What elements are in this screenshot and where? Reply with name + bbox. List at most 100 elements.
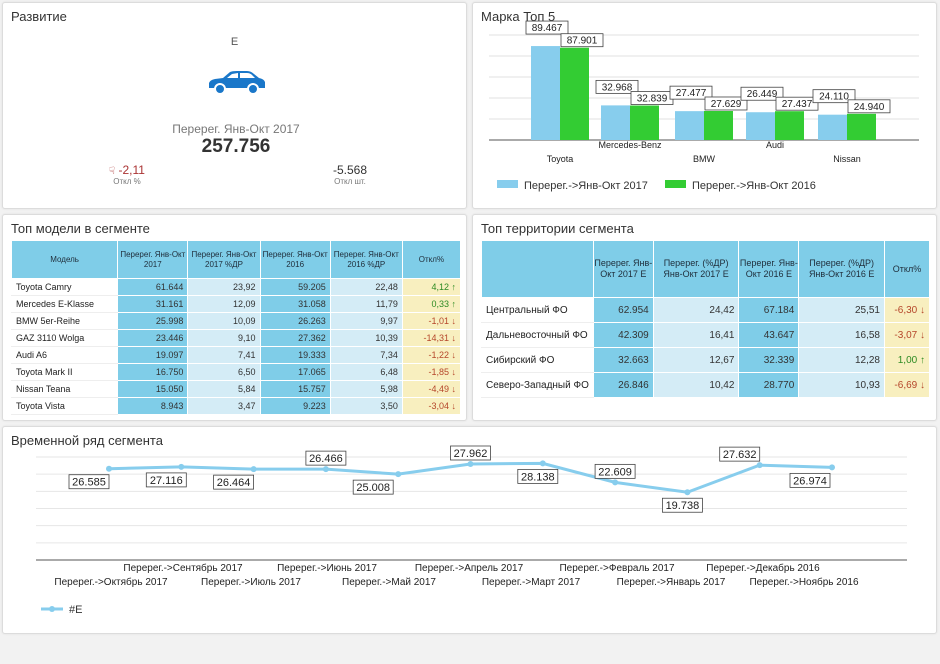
timeseries-point[interactable] (684, 489, 691, 496)
timeseries-panel: Временной ряд сегмента 26.585 27.116 26.46… (2, 426, 937, 634)
models-header-2016[interactable]: Перерег. Янв-Окт 2016 (259, 240, 331, 279)
timeseries-point[interactable] (250, 466, 257, 473)
timeseries-point[interactable] (178, 463, 185, 470)
territories-header-deviation[interactable]: Откл% (884, 240, 930, 298)
territories-header-name[interactable] (481, 240, 594, 298)
bar-mercedesbenz-2017[interactable] (601, 105, 630, 140)
timeseries-point[interactable] (322, 466, 329, 473)
timeseries-value-label-box (662, 497, 703, 513)
bar-audi-2016[interactable] (775, 111, 804, 140)
territories-deviation-value: 1,00 (897, 354, 918, 366)
models-deviation-value: -1,85 (428, 367, 449, 377)
territories-header-2016[interactable]: Перерег. Янв-Окт 2016 E (738, 240, 800, 298)
territories-row[interactable]: Сибирский ФО 32.663 12,67 32.339 12,28 1,00 ↑ (481, 347, 930, 373)
timeseries-value-label-box (352, 479, 394, 495)
bar-value-label: 27.477 (676, 88, 707, 99)
models-header-deviation[interactable]: Откл% (401, 240, 462, 279)
brands-legend-label[interactable]: Перерег.->Янв-Окт 2017 (524, 180, 648, 192)
territories-row[interactable]: Северо-Западный ФО 26.846 10,42 28.770 10,93… (481, 372, 930, 398)
bar-nissan-2017[interactable] (818, 114, 847, 140)
models-deviation-cell: 4,12 ↑ (401, 278, 462, 296)
brands-legend-swatch[interactable] (665, 180, 686, 188)
territories-cell: 62.954 (592, 297, 654, 323)
models-cell: 7,41 (187, 346, 261, 364)
models-header-2016-dr[interactable]: Перерег. Янв-Окт 2016 %ДР (329, 240, 403, 279)
territories-cell: Северо-Западный ФО (481, 372, 594, 398)
timeseries-point[interactable] (106, 465, 112, 472)
timeseries-point[interactable] (539, 460, 546, 467)
territories-cell: 67.184 (738, 297, 800, 323)
models-cell: 11,79 (329, 295, 403, 313)
models-cell: 9,10 (187, 329, 261, 347)
timeseries-x-label: Перерег.->Январь 2017 (617, 577, 726, 588)
models-cell: 26.263 (259, 312, 331, 330)
timeseries-point[interactable] (395, 471, 402, 478)
models-row[interactable]: Toyota Vista 8.943 3,47 9.223 3,50 -3,04 ↓ (10, 397, 462, 415)
timeseries-point[interactable] (467, 460, 474, 467)
models-cell: 7,34 (329, 346, 403, 364)
models-row[interactable]: Nissan Teana 15.050 5,84 15.757 5,98 -4,49 ↓ (10, 380, 462, 398)
territories-cell: 43.647 (738, 322, 800, 348)
models-row[interactable]: Toyota Mark II 16.750 6,50 17.065 6,48 -1,85 … (10, 363, 462, 381)
models-cell: 59.205 (259, 278, 331, 296)
models-cell: 12,09 (187, 295, 261, 313)
timeseries-legend-label[interactable]: #E (69, 604, 82, 616)
bar-bmw-2017[interactable] (675, 111, 704, 140)
models-row[interactable]: Audi A6 19.097 7,41 19.333 7,34 -1,22 ↓ (10, 346, 462, 364)
territories-row[interactable]: Дальневосточный ФО 42.309 16,41 43.647 16,58… (481, 322, 930, 348)
models-table: Модель Перерег. Янв-Окт 2017 Перерег. Ян… (10, 240, 462, 415)
models-cell: 5,98 (329, 380, 403, 398)
kpi-deviation-pct-value: -2,11 (118, 163, 145, 177)
bar-value-label: 32.968 (602, 82, 633, 93)
bar-nissan-2016[interactable] (847, 113, 876, 140)
territories-row[interactable]: Центральный ФО 62.954 24,42 67.184 25,51 -6,3… (481, 297, 930, 323)
models-cell: 22,48 (329, 278, 403, 296)
models-header-model[interactable]: Модель (10, 240, 119, 279)
models-row[interactable]: BMW 5er-Reihe 25.998 10,09 26.263 9,97 -1,01 … (10, 312, 462, 330)
territories-cell: 12,28 (798, 347, 885, 373)
bar-toyota-2017[interactable] (531, 46, 560, 141)
bar-bmw-2016[interactable] (704, 110, 733, 140)
brands-legend-label[interactable]: Перерег.->Янв-Окт 2016 (692, 180, 816, 192)
models-deviation-cell: -1,22 ↓ (401, 346, 462, 364)
models-cell: 61.644 (117, 278, 189, 296)
models-row[interactable]: GAZ 3110 Wolga 23.446 9,10 27.362 10,39 -14,3… (10, 329, 462, 347)
territories-header-2016-dr[interactable]: Перерег. (%ДР) Янв-Окт 2016 E (798, 240, 885, 298)
models-deviation-cell: -1,01 ↓ (401, 312, 462, 330)
models-cell: 27.362 (259, 329, 331, 347)
models-deviation-value: 0,33 (431, 299, 449, 309)
models-row[interactable]: Mercedes E-Klasse 31.161 12,09 31.058 11,79 0… (10, 295, 462, 313)
bar-audi-2017[interactable] (746, 112, 775, 140)
timeseries-value-label-box (789, 472, 831, 488)
territories-deviation-cell: -3,07 ↓ (884, 322, 930, 348)
models-cell: 9.223 (259, 397, 331, 415)
models-header-2017[interactable]: Перерег. Янв-Окт 2017 (117, 240, 189, 279)
bar-toyota-2016[interactable] (560, 47, 589, 140)
models-cell: 6,50 (187, 363, 261, 381)
timeseries-value-label: 22.609 (598, 466, 632, 478)
models-header-2017-dr[interactable]: Перерег. Янв-Окт 2017 %ДР (187, 240, 261, 279)
brands-legend-swatch[interactable] (497, 180, 518, 188)
bar-mercedesbenz-2016[interactable] (630, 105, 659, 140)
thumbs-down-icon: ☟ (109, 166, 116, 177)
brands-panel: Марка Топ 5 89.467 87.901 Toyota 32.968 32.8… (472, 2, 937, 209)
models-cell: 15.050 (117, 380, 189, 398)
timeseries-point[interactable] (756, 462, 763, 469)
models-table-body: Toyota Camry 61.644 23,92 59.205 22,48 4,12 ↑… (10, 278, 462, 415)
bar-value-label: 27.437 (782, 99, 813, 110)
arrow-down-icon: ↓ (448, 316, 456, 326)
bar-value-label: 24.940 (854, 102, 885, 113)
territories-header-2017[interactable]: Перерег. Янв-Окт 2017 E (592, 240, 654, 298)
arrow-up-icon: ↑ (448, 299, 456, 309)
kpi-deviation-abs-value: -5.568 (332, 163, 368, 177)
models-cell: Toyota Vista (10, 397, 119, 415)
timeseries-point[interactable] (829, 464, 835, 471)
territories-cell: 32.663 (592, 347, 654, 373)
models-row[interactable]: Toyota Camry 61.644 23,92 59.205 22,48 4,12 ↑ (10, 278, 462, 296)
arrow-down-icon: ↓ (448, 384, 456, 394)
territories-header-2017-dr[interactable]: Перерег. (%ДР) Янв-Окт 2017 E (652, 240, 740, 298)
models-cell: 3,50 (329, 397, 403, 415)
timeseries-point[interactable] (612, 479, 619, 486)
timeseries-value-label-box (68, 474, 110, 490)
arrow-down-icon: ↓ (917, 379, 925, 391)
